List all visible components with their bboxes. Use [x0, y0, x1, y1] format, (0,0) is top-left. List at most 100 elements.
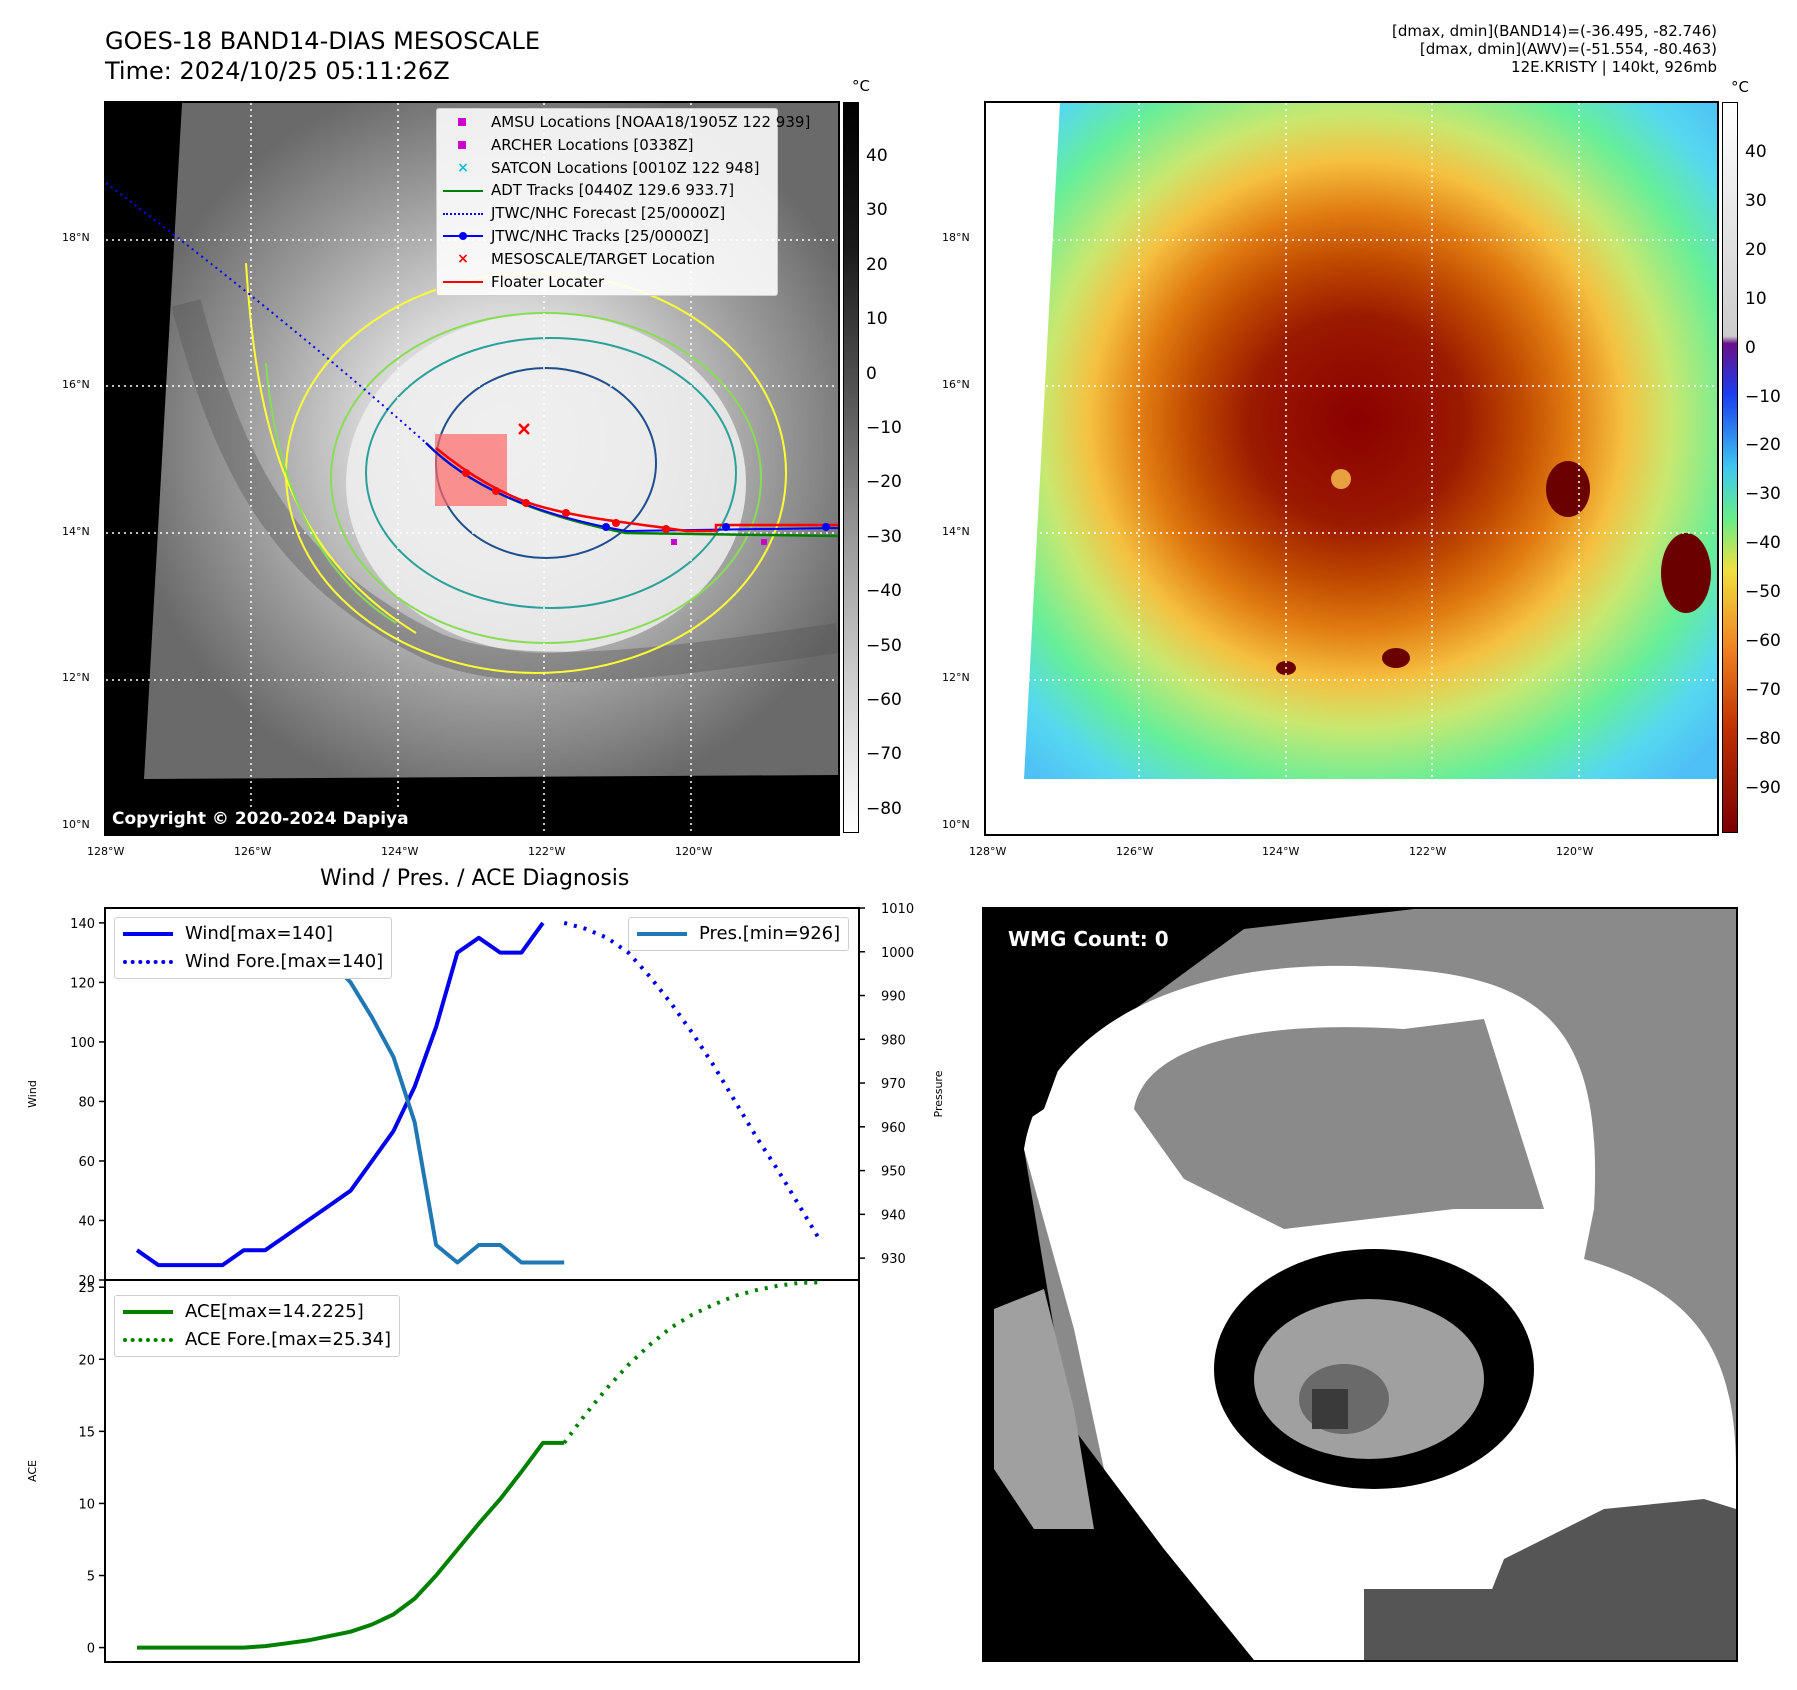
wmg-level-lightgray — [994, 1289, 1094, 1529]
legend-entry: × MESOSCALE/TARGET Location — [443, 248, 771, 271]
colorbar-tick-label: −50 — [1745, 582, 1781, 603]
info-awv: [dmax, dmin](AWV)=(-51.554, -80.463) — [1419, 40, 1717, 58]
gridlines — [986, 103, 1717, 834]
legend-symbol-dotted — [123, 960, 173, 964]
satellite-swath — [1024, 103, 1717, 779]
series-line-ace — [137, 1440, 565, 1650]
legend-entry: AMSU Locations [NOAA18/1905Z 122 939] — [443, 111, 810, 134]
colorbar-tick-label: −60 — [1745, 631, 1781, 651]
eye — [1331, 469, 1351, 489]
lon-label: 120°W — [1556, 845, 1594, 858]
target-marker — [518, 423, 530, 435]
legend-entry: ACE Fore.[max=25.34] — [123, 1326, 391, 1354]
y-right-tick-label: 970 — [881, 1077, 906, 1092]
y-tick-label: 20 — [78, 1274, 95, 1289]
colorbar-tick-label: −40 — [1745, 533, 1781, 554]
y-tick-label: 25 — [78, 1281, 95, 1296]
lat-label: 18°N — [942, 231, 970, 244]
lon-label: 128°W — [87, 845, 125, 858]
colorbar-tick-label: 10 — [866, 309, 888, 330]
colorbar-tick-label: 10 — [1745, 288, 1767, 309]
info-band14: [dmax, dmin](BAND14)=(-36.495, -82.746) — [1392, 22, 1717, 40]
y-tick-label: 0 — [87, 1642, 95, 1657]
y-tick-label: 100 — [70, 1036, 95, 1051]
y-right-axis-label: Pressure — [932, 1070, 945, 1117]
lon-label: 124°W — [381, 845, 419, 858]
floater-track — [435, 447, 838, 533]
y-tick-label: 80 — [78, 1095, 95, 1110]
y-tick-label: 60 — [78, 1155, 95, 1170]
legend-entry: Pres.[min=926] — [637, 920, 840, 948]
colorbar-tick-label: −50 — [866, 635, 902, 656]
contour-green — [330, 312, 762, 644]
info-storm: 12E.KRISTY | 140kt, 926mb — [1511, 58, 1717, 76]
central-dense-overcast — [346, 313, 746, 653]
forecast-track — [106, 182, 427, 444]
legend-symbol-x: × — [457, 251, 469, 268]
colorbar-tick-label: −80 — [1745, 728, 1781, 749]
y-axis-label: ACE — [26, 1460, 39, 1482]
wmg-panel: WMG Count: 0 — [982, 907, 1738, 1662]
y-tick-label: 10 — [78, 1497, 95, 1512]
colorbar-tick-label: 20 — [866, 254, 888, 275]
pressure-legend: Pres.[min=926] — [628, 917, 850, 951]
wmg-eye-core — [1312, 1389, 1348, 1429]
y-right-tick-label: 980 — [881, 1033, 906, 1048]
legend-symbol-square — [443, 114, 483, 130]
lat-label: 10°N — [942, 818, 970, 831]
legend-symbol-dotted — [443, 206, 483, 222]
legend-symbol-line — [123, 932, 173, 936]
colorbar-tick-label: 30 — [1745, 190, 1767, 211]
colorbar-tick-label: 40 — [1745, 142, 1767, 162]
legend-symbol-square — [443, 137, 483, 153]
copyright-label: Copyright © 2020-2024 Dapiya — [106, 807, 415, 831]
wmg-level-darkgray-bottom — [1364, 1589, 1624, 1660]
colorbar-right — [1722, 102, 1738, 833]
colorbar-left-unit: °C — [852, 77, 870, 95]
floater-markers — [462, 469, 670, 533]
legend-entry: × SATCON Locations [0010Z 122 948] — [443, 157, 771, 180]
legend-entry: JTWC/NHC Tracks [25/0000Z] — [443, 225, 771, 248]
chart-title: Wind / Pres. / ACE Diagnosis — [320, 866, 630, 891]
wmg-level-gray-inner — [1134, 1019, 1544, 1229]
lon-label: 124°W — [1262, 845, 1300, 858]
legend-symbol-line — [123, 1310, 173, 1314]
colorbar-tick-label: 30 — [866, 200, 888, 221]
outer-rainband — [171, 299, 838, 682]
colorbar-left — [843, 102, 859, 833]
y-right-tick-label: 950 — [881, 1165, 906, 1180]
contour-band-green — [265, 362, 397, 624]
y-right-tick-label: 930 — [881, 1252, 906, 1267]
wmg-level-black-corner — [984, 909, 1214, 1149]
legend-entry: ARCHER Locations [0338Z] — [443, 134, 771, 157]
legend-symbol-line — [443, 274, 483, 290]
lat-label: 16°N — [62, 378, 90, 391]
legend-symbol-line — [637, 932, 687, 936]
colorbar-right-unit: °C — [1731, 78, 1749, 96]
lat-label: 10°N — [62, 818, 90, 831]
colorbar-tick-label: −40 — [866, 581, 902, 602]
wmg-image — [984, 909, 1736, 1660]
y-tick-label: 120 — [70, 976, 95, 991]
series-line-wind — [135, 921, 545, 1268]
lon-label: 122°W — [528, 845, 566, 858]
wind-legend: Wind[max=140] Wind Fore.[max=140] — [114, 917, 393, 979]
lon-label: 120°W — [675, 845, 713, 858]
lon-label: 122°W — [1409, 845, 1447, 858]
y-right-tick-label: 960 — [881, 1121, 906, 1136]
y-right-tick-label: 1000 — [881, 946, 914, 961]
map-left-band14: AMSU Locations [NOAA18/1905Z 122 939] AR… — [104, 101, 840, 836]
colorbar-tick-label: 0 — [1745, 337, 1756, 358]
lat-label: 14°N — [62, 525, 90, 538]
lat-label: 12°N — [942, 671, 970, 684]
y-tick-label: 40 — [78, 1214, 95, 1229]
colorbar-tick-label: −90 — [1745, 777, 1781, 798]
legend-entry: JTWC/NHC Forecast [25/0000Z] — [443, 202, 771, 225]
legend-symbol-line — [443, 183, 483, 199]
colorbar-tick-label: 0 — [866, 363, 877, 384]
colorbar-tick-label: −20 — [866, 472, 902, 493]
y-tick-label: 5 — [87, 1570, 95, 1585]
legend-entry: Wind[max=140] — [123, 920, 383, 948]
map-right-enhanced — [984, 101, 1719, 836]
lat-label: 14°N — [942, 525, 970, 538]
